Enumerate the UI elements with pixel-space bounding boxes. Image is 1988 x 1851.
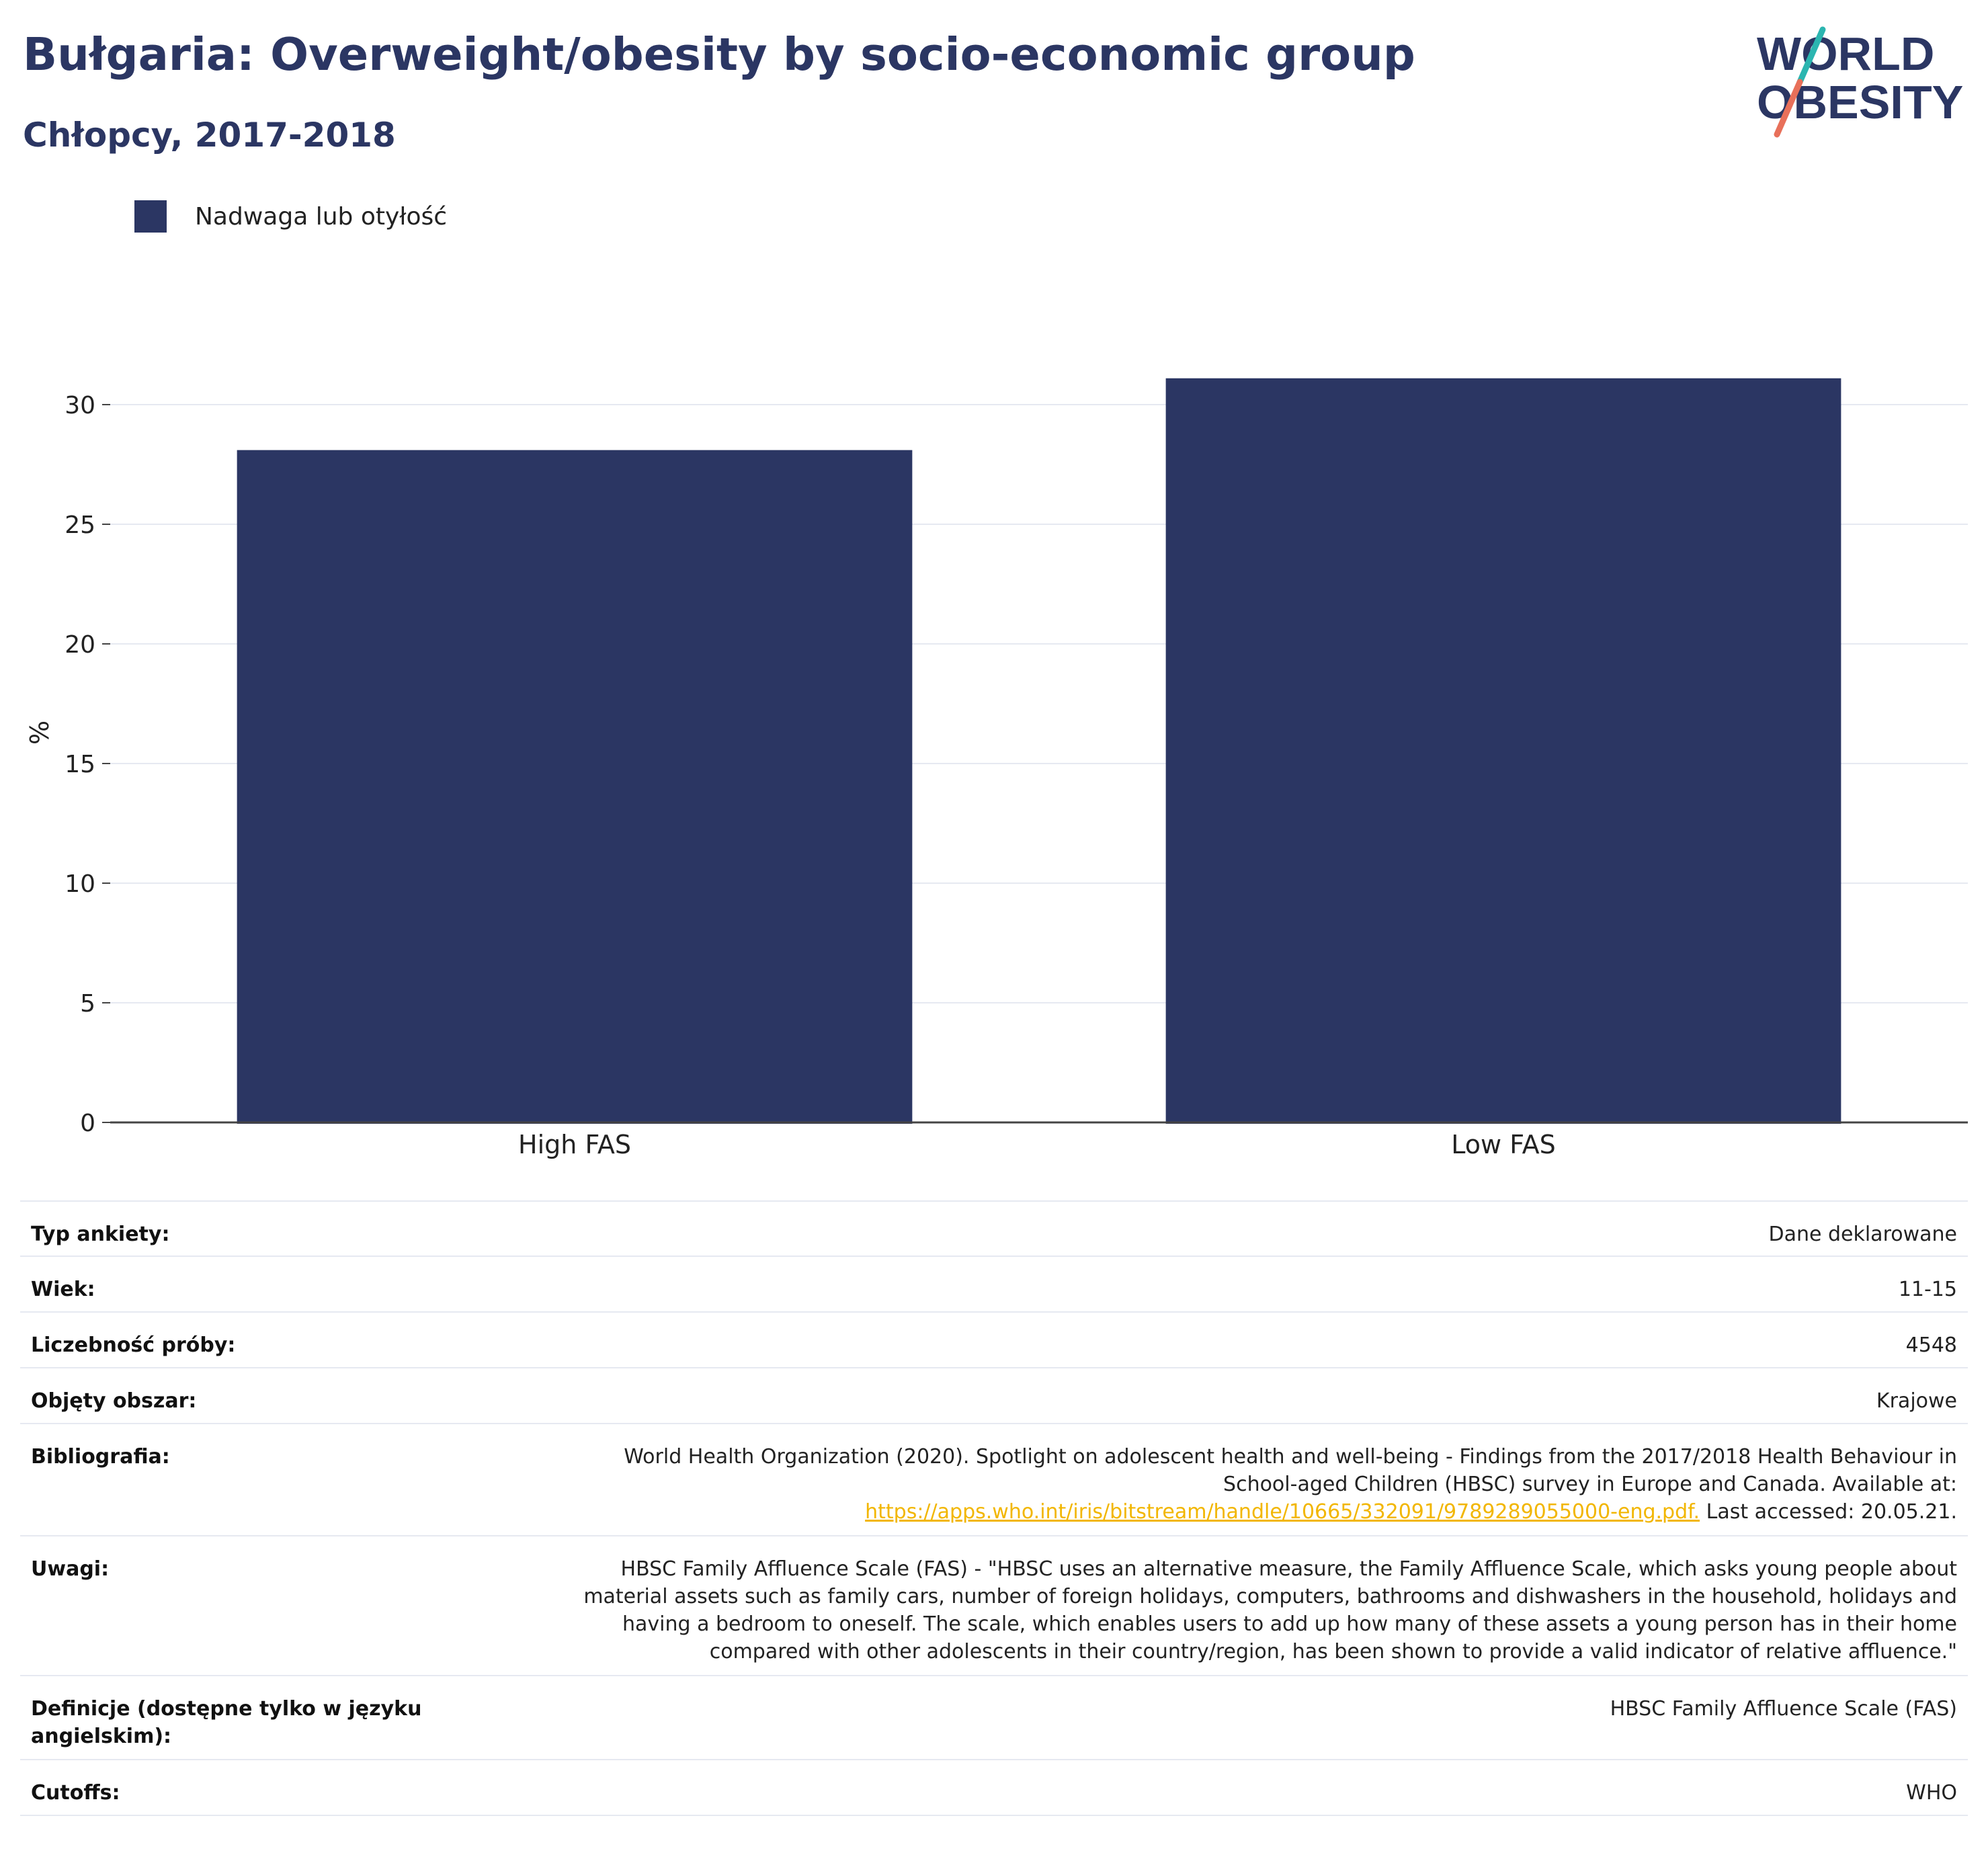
notes-line: HBSC Family Affluence Scale (FAS) - "HBS… bbox=[620, 1557, 1957, 1581]
y-tick-label: 30 bbox=[65, 392, 95, 419]
bibliography-line: School-aged Children (HBSC) survey in Eu… bbox=[1223, 1473, 1957, 1496]
meta-label: Objęty obszar: bbox=[31, 1389, 197, 1413]
meta-value: World Health Organization (2020). Spotli… bbox=[434, 1443, 1957, 1526]
notes-line: material assets such as family cars, num… bbox=[583, 1585, 1957, 1608]
y-tick-label: 5 bbox=[80, 990, 95, 1018]
meta-row-definitions: Definicje (dostępne tylko w języku angie… bbox=[20, 1676, 1968, 1760]
legend-swatch bbox=[134, 200, 167, 233]
legend-label: Nadwaga lub otyłość bbox=[195, 202, 448, 231]
meta-label: Cutoffs: bbox=[31, 1781, 120, 1805]
meta-row-age: Wiek: 11-15 bbox=[20, 1257, 1968, 1313]
definitions-label-line: angielskim): bbox=[31, 1725, 172, 1748]
y-axis-label: % bbox=[25, 721, 54, 745]
y-tick-label: 10 bbox=[65, 870, 95, 898]
world-obesity-logo: WORLD OBESITY bbox=[1757, 26, 1963, 138]
bar-chart: 0 5 10 15 20 25 30 High FAS Low FAS % bbox=[25, 378, 1968, 1159]
legend: Nadwaga lub otyłość bbox=[134, 199, 447, 234]
meta-label: Uwagi: bbox=[31, 1557, 110, 1581]
logo-slash-coral bbox=[1774, 79, 1803, 138]
bar bbox=[1165, 378, 1841, 1124]
meta-value: Krajowe bbox=[1876, 1389, 1957, 1413]
notes-line: having a bedroom to oneself. The scale, … bbox=[622, 1612, 1957, 1636]
y-tick-label: 25 bbox=[65, 511, 95, 539]
y-tick-label: 15 bbox=[65, 751, 95, 778]
definitions-label-line: Definicje (dostępne tylko w języku bbox=[31, 1697, 422, 1721]
meta-value: 4548 bbox=[1905, 1333, 1957, 1357]
logo-slash-teal bbox=[1796, 26, 1826, 85]
meta-value: Dane deklarowane bbox=[1768, 1223, 1957, 1246]
meta-value: HBSC Family Affluence Scale (FAS) bbox=[1610, 1697, 1957, 1721]
meta-label: Wiek: bbox=[31, 1278, 95, 1301]
meta-label: Definicje (dostępne tylko w języku angie… bbox=[31, 1695, 434, 1750]
bibliography-accessed: Last accessed: 20.05.21. bbox=[1700, 1500, 1957, 1524]
axis-layer: 0 5 10 15 20 25 30 High FAS Low FAS bbox=[65, 392, 1968, 1159]
chart-subtitle: Chłopcy, 2017-2018 bbox=[23, 116, 396, 155]
meta-row-notes: Uwagi: HBSC Family Affluence Scale (FAS)… bbox=[20, 1536, 1968, 1676]
meta-label: Typ ankiety: bbox=[31, 1223, 170, 1246]
meta-row-sample-size: Liczebność próby: 4548 bbox=[20, 1313, 1968, 1368]
y-tick-label: 20 bbox=[65, 631, 95, 659]
meta-row-bibliography: Bibliografia: World Health Organization … bbox=[20, 1424, 1968, 1536]
meta-row-survey-type: Typ ankiety: Dane deklarowane bbox=[20, 1200, 1968, 1257]
meta-row-area: Objęty obszar: Krajowe bbox=[20, 1368, 1968, 1424]
logo-text-world: WORLD bbox=[1757, 28, 1934, 80]
bibliography-line: World Health Organization (2020). Spotli… bbox=[624, 1445, 1957, 1469]
meta-row-cutoffs: Cutoffs: WHO bbox=[20, 1760, 1968, 1816]
x-tick-label: Low FAS bbox=[1451, 1130, 1555, 1159]
meta-label: Bibliografia: bbox=[31, 1445, 170, 1469]
meta-value: HBSC Family Affluence Scale (FAS) - "HBS… bbox=[434, 1555, 1957, 1665]
notes-line: compared with other adolescents in their… bbox=[709, 1640, 1957, 1663]
chart-title: Bułgaria: Overweight/obesity by socio-ec… bbox=[23, 28, 1415, 81]
meta-value: WHO bbox=[1906, 1781, 1957, 1805]
bibliography-link[interactable]: https://apps.who.int/iris/bitstream/hand… bbox=[865, 1500, 1700, 1524]
meta-value: 11-15 bbox=[1898, 1278, 1957, 1301]
metadata-table: Typ ankiety: Dane deklarowane Wiek: 11-1… bbox=[20, 1200, 1968, 1816]
bar-layer bbox=[237, 378, 1841, 1124]
x-tick-label: High FAS bbox=[518, 1130, 631, 1159]
y-tick-label: 0 bbox=[80, 1110, 95, 1137]
meta-label: Liczebność próby: bbox=[31, 1333, 236, 1357]
bar bbox=[237, 450, 913, 1124]
